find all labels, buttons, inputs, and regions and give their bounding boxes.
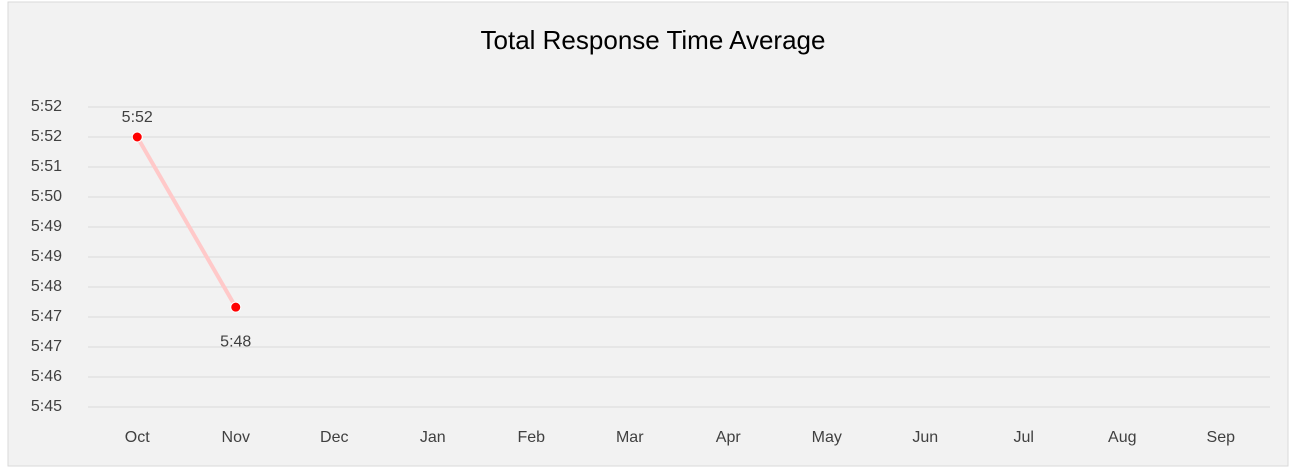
y-tick-label: 5:47 (31, 338, 62, 355)
y-tick-label: 5:52 (31, 98, 62, 115)
x-tick-label: Nov (222, 429, 250, 446)
x-tick-label: Dec (320, 429, 348, 446)
x-tick-label: Jul (1014, 429, 1034, 446)
x-tick-label: Jan (420, 429, 446, 446)
x-tick-label: Jun (912, 429, 938, 446)
y-tick-label: 5:49 (31, 248, 62, 265)
x-tick-label: May (812, 429, 842, 446)
x-tick-label: Oct (125, 429, 150, 446)
x-tick-label: Aug (1108, 429, 1136, 446)
y-tick-label: 5:51 (31, 158, 62, 175)
chart-title: Total Response Time Average (481, 25, 826, 55)
chart-background (7, 1, 1289, 467)
y-tick-label: 5:46 (31, 368, 62, 385)
y-tick-label: 5:49 (31, 218, 62, 235)
data-point (230, 301, 242, 313)
y-tick-label: 5:50 (31, 188, 62, 205)
x-tick-label: Mar (616, 429, 644, 446)
data-label: 5:48 (220, 333, 251, 350)
data-point (131, 131, 143, 143)
y-tick-label: 5:47 (31, 308, 62, 325)
x-tick-label: Sep (1207, 429, 1236, 446)
x-tick-label: Feb (517, 429, 545, 446)
y-tick-label: 5:45 (31, 398, 62, 415)
y-tick-label: 5:48 (31, 278, 62, 295)
x-tick-label: Apr (716, 429, 742, 446)
series-line (135, 135, 238, 309)
y-tick-label: 5:52 (31, 128, 62, 145)
data-label: 5:52 (122, 109, 153, 126)
